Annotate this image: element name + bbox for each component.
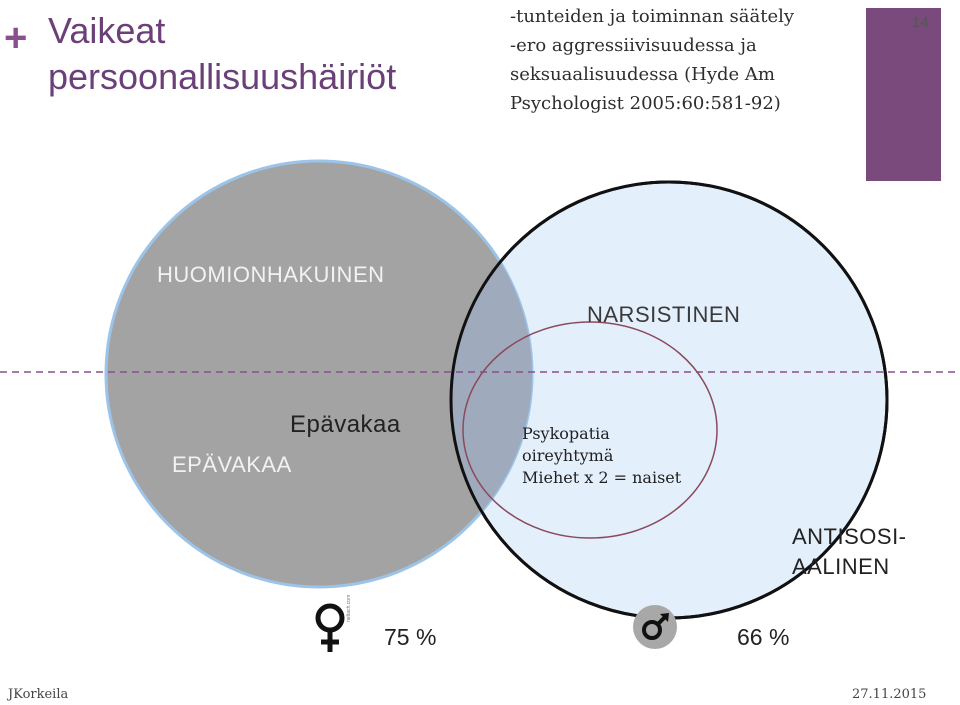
- subtitle-line: seksuaalisuudessa (Hyde Am: [510, 64, 775, 85]
- label-antisosiaalinen-line2: AALINEN: [792, 554, 890, 579]
- female-percent: 75 %: [384, 624, 437, 650]
- female-symbol-icon: [305, 602, 365, 654]
- label-narsistinen: NARSISTINEN: [587, 302, 741, 327]
- accent-bar: [866, 8, 941, 181]
- psychopathy-line: Psykopatia: [522, 424, 610, 443]
- icon-credit: nettach.com: [346, 594, 352, 622]
- psychopathy-circle: [462, 321, 718, 539]
- male-symbol-icon: [633, 605, 677, 649]
- label-epavakaa: Epävakaa: [290, 411, 401, 438]
- psychopathy-line: Miehet x 2 = naiset: [522, 468, 682, 487]
- psychopathy-line: oireyhtymä: [522, 446, 614, 465]
- label-huomionhakuinen: HUOMIONHAKUINEN: [157, 262, 385, 287]
- subtitle-line: -tunteiden ja toiminnan säätely: [510, 6, 795, 27]
- label-epavakaa-caps: EPÄVAKAA: [172, 452, 292, 477]
- page-number: 14: [912, 14, 929, 31]
- psychopathy-text: Psykopatia oireyhtymä Miehet x 2 = naise…: [522, 423, 681, 489]
- subtitle-line: -ero aggressiivisuudessa ja: [510, 35, 757, 56]
- label-antisosiaalinen: ANTISOSI- AALINEN: [792, 522, 907, 582]
- plus-icon: +: [4, 16, 28, 60]
- footer-author: JKorkeila: [8, 687, 69, 702]
- slide-title: Vaikeat persoonallisuushäiriöt: [48, 10, 397, 97]
- label-antisosiaalinen-line1: ANTISOSI-: [792, 524, 907, 549]
- subtitle-line: Psychologist 2005:60:581-92): [510, 93, 781, 114]
- footer-date: 27.11.2015: [852, 687, 927, 702]
- male-percent: 66 %: [737, 624, 790, 650]
- subtitle: -tunteiden ja toiminnan säätely -ero agg…: [510, 2, 860, 118]
